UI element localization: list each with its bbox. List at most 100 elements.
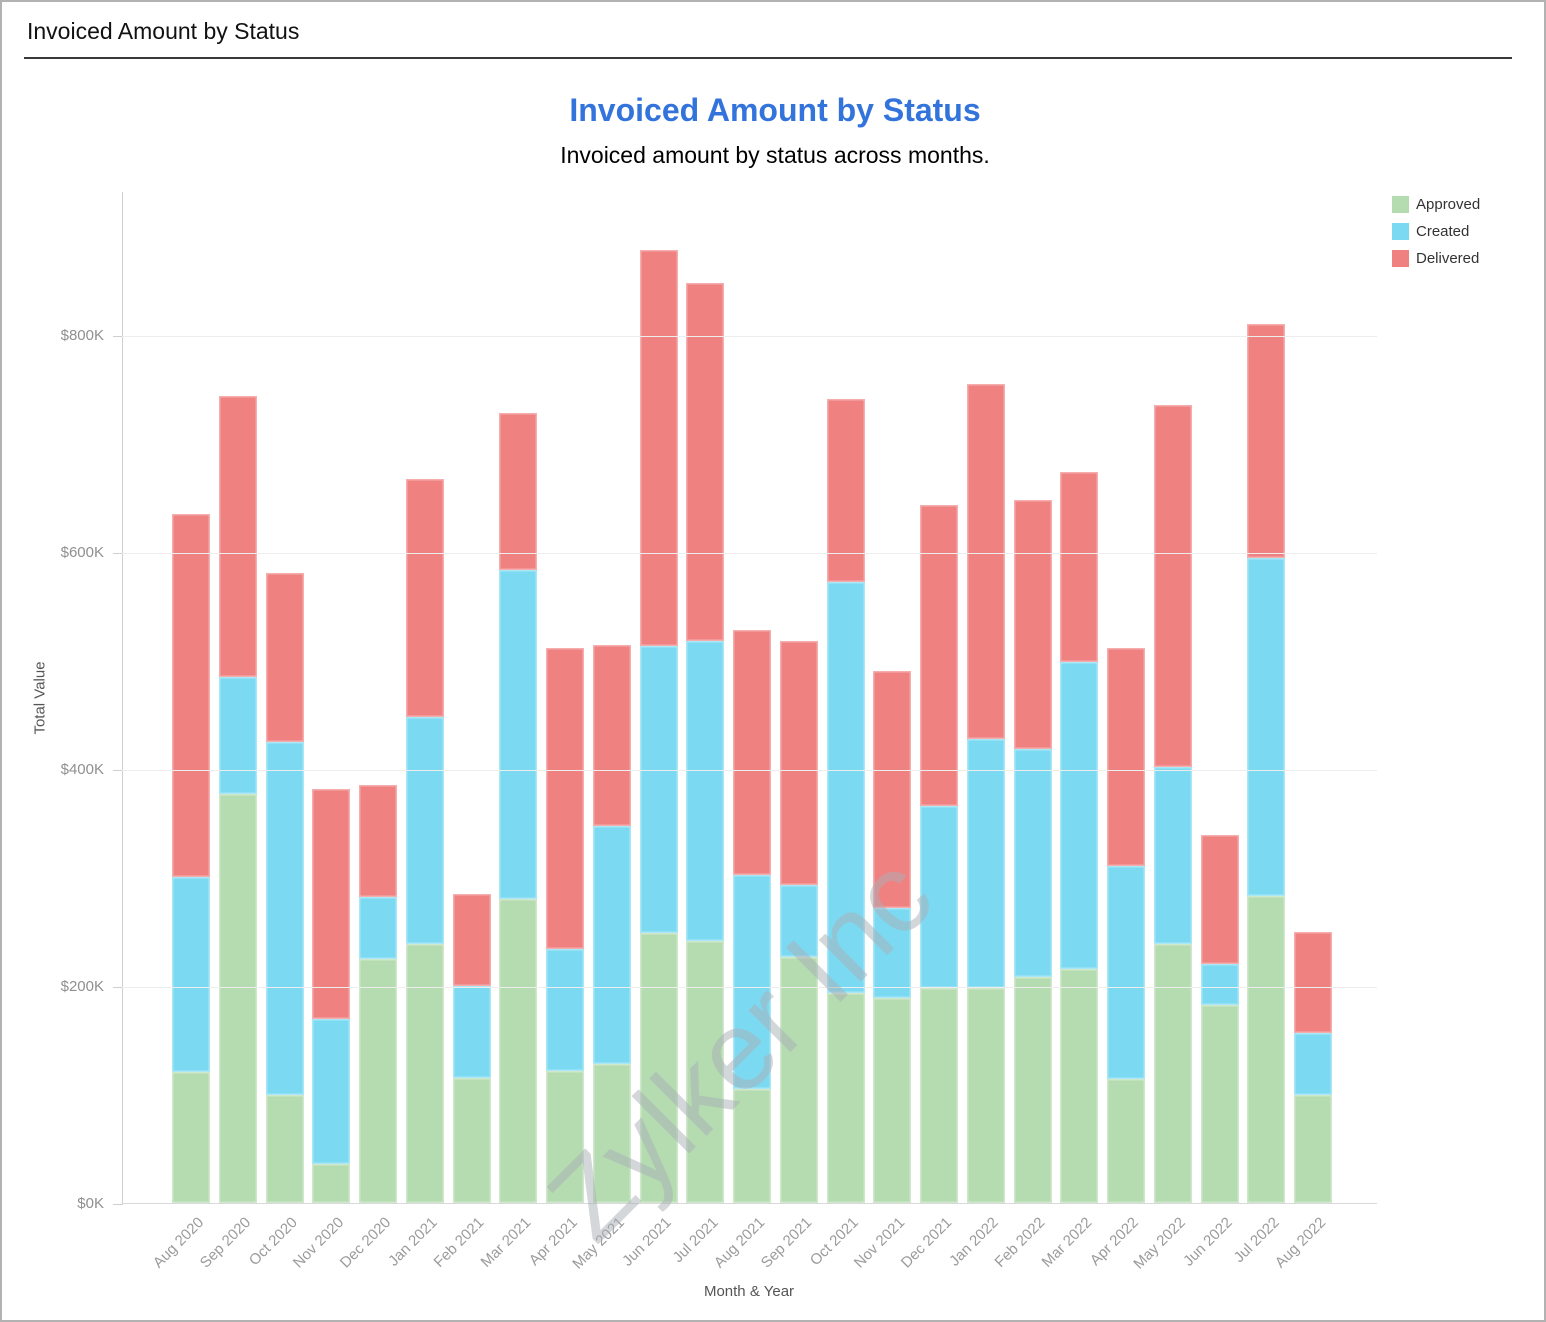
- bar-segment-approved[interactable]: [639, 932, 678, 1203]
- legend-item-created[interactable]: Created: [1392, 223, 1480, 240]
- bar-may-2022: [1153, 404, 1192, 1203]
- bar-segment-created[interactable]: [172, 876, 210, 1072]
- bar-segment-created[interactable]: [733, 875, 771, 1090]
- bar-segment-delivered[interactable]: [1247, 324, 1286, 558]
- bar-segment-delivered[interactable]: [1060, 471, 1099, 662]
- bar-segment-delivered[interactable]: [1200, 835, 1239, 965]
- bars: [122, 191, 1377, 1203]
- bar-segment-approved[interactable]: [359, 958, 397, 1203]
- bar-segment-created[interactable]: [592, 825, 631, 1065]
- bar-segment-approved[interactable]: [405, 943, 444, 1203]
- bar-segment-delivered[interactable]: [1107, 647, 1145, 866]
- bar-segment-approved[interactable]: [920, 988, 958, 1203]
- bar-segment-approved[interactable]: [779, 956, 818, 1203]
- bar-segment-approved[interactable]: [1200, 1004, 1239, 1203]
- bar-aug-2021: [733, 630, 771, 1203]
- bar-segment-approved[interactable]: [1060, 968, 1099, 1203]
- bar-segment-delivered[interactable]: [312, 788, 351, 1019]
- bar-segment-delivered[interactable]: [966, 384, 1005, 739]
- legend-item-approved[interactable]: Approved: [1392, 196, 1480, 213]
- bar-segment-approved[interactable]: [1013, 977, 1052, 1203]
- bar-jan-2021: [405, 478, 444, 1203]
- bar-segment-created[interactable]: [1153, 767, 1192, 944]
- bar-segment-delivered[interactable]: [920, 504, 958, 807]
- bar-segment-created[interactable]: [779, 885, 818, 957]
- x-tick-label: Feb 2021: [430, 1214, 488, 1271]
- bar-segment-created[interactable]: [1294, 1032, 1332, 1095]
- bar-segment-approved[interactable]: [1294, 1094, 1332, 1203]
- x-axis-title: Month & Year: [703, 1283, 795, 1300]
- bar-segment-delivered[interactable]: [499, 413, 538, 570]
- bar-segment-created[interactable]: [452, 986, 491, 1079]
- bar-segment-approved[interactable]: [733, 1089, 771, 1203]
- y-tick-label: $200K: [60, 978, 104, 996]
- bar-feb-2021: [452, 893, 491, 1203]
- legend-swatch-approved: [1392, 196, 1409, 213]
- bar-segment-delivered[interactable]: [779, 641, 818, 886]
- bar-segment-created[interactable]: [405, 717, 444, 944]
- bar-segment-approved[interactable]: [546, 1070, 584, 1203]
- bar-segment-created[interactable]: [639, 645, 678, 933]
- bar-segment-approved[interactable]: [966, 988, 1005, 1203]
- bar-segment-approved[interactable]: [873, 998, 912, 1203]
- y-tick-mark: [113, 987, 122, 989]
- gridline-800: [122, 336, 1377, 338]
- bar-segment-created[interactable]: [546, 949, 584, 1071]
- bar-segment-created[interactable]: [1107, 865, 1145, 1080]
- bar-segment-created[interactable]: [826, 581, 865, 993]
- bar-segment-delivered[interactable]: [218, 396, 257, 678]
- bar-segment-approved[interactable]: [1153, 943, 1192, 1203]
- bar-segment-delivered[interactable]: [873, 670, 912, 908]
- bar-segment-delivered[interactable]: [1153, 404, 1192, 768]
- bar-segment-delivered[interactable]: [452, 893, 491, 987]
- bar-segment-delivered[interactable]: [405, 478, 444, 718]
- bar-segment-created[interactable]: [359, 897, 397, 959]
- bar-segment-created[interactable]: [265, 742, 304, 1095]
- y-axis-title: Total Value: [31, 661, 49, 735]
- bar-segment-created[interactable]: [686, 641, 725, 941]
- bar-segment-created[interactable]: [312, 1018, 351, 1164]
- bar-segment-approved[interactable]: [499, 899, 538, 1203]
- bar-segment-approved[interactable]: [218, 794, 257, 1203]
- bar-segment-delivered[interactable]: [1013, 500, 1052, 749]
- bar-segment-delivered[interactable]: [172, 514, 210, 877]
- bar-segment-approved[interactable]: [826, 992, 865, 1203]
- bar-segment-created[interactable]: [218, 677, 257, 795]
- bar-segment-approved[interactable]: [312, 1164, 351, 1203]
- bar-segment-approved[interactable]: [592, 1064, 631, 1203]
- bar-segment-delivered[interactable]: [359, 785, 397, 898]
- bar-segment-delivered[interactable]: [1294, 931, 1332, 1033]
- bar-segment-created[interactable]: [920, 806, 958, 989]
- bar-segment-created[interactable]: [873, 908, 912, 998]
- bar-segment-delivered[interactable]: [265, 572, 304, 742]
- legend-item-delivered[interactable]: Delivered: [1392, 250, 1480, 267]
- bar-segment-created[interactable]: [1247, 557, 1286, 896]
- legend-label-delivered: Delivered: [1416, 250, 1480, 267]
- legend-swatch-delivered: [1392, 250, 1409, 267]
- x-tick-label: Dec 2020: [336, 1214, 395, 1272]
- bar-segment-approved[interactable]: [1107, 1079, 1145, 1203]
- bar-nov-2021: [873, 670, 912, 1203]
- bar-segment-delivered[interactable]: [639, 249, 678, 646]
- bar-dec-2020: [359, 785, 397, 1203]
- bar-segment-approved[interactable]: [172, 1071, 210, 1203]
- bar-segment-delivered[interactable]: [826, 399, 865, 582]
- y-tick-label: $0K: [77, 1195, 104, 1212]
- bar-segment-created[interactable]: [499, 569, 538, 900]
- bar-segment-approved[interactable]: [265, 1094, 304, 1203]
- y-tick-label: $400K: [60, 761, 104, 779]
- bar-segment-created[interactable]: [966, 738, 1005, 989]
- bar-segment-delivered[interactable]: [592, 644, 631, 826]
- y-tick-mark: [113, 553, 122, 555]
- bar-segment-delivered[interactable]: [733, 630, 771, 876]
- bar-segment-delivered[interactable]: [546, 647, 584, 950]
- bar-may-2021: [592, 644, 631, 1203]
- bar-segment-approved[interactable]: [452, 1078, 491, 1203]
- bar-segment-created[interactable]: [1013, 748, 1052, 978]
- bar-segment-approved[interactable]: [1247, 896, 1286, 1203]
- bar-segment-approved[interactable]: [686, 940, 725, 1203]
- bar-segment-created[interactable]: [1060, 661, 1099, 969]
- bar-segment-created[interactable]: [1200, 964, 1239, 1005]
- bar-segment-delivered[interactable]: [686, 283, 725, 642]
